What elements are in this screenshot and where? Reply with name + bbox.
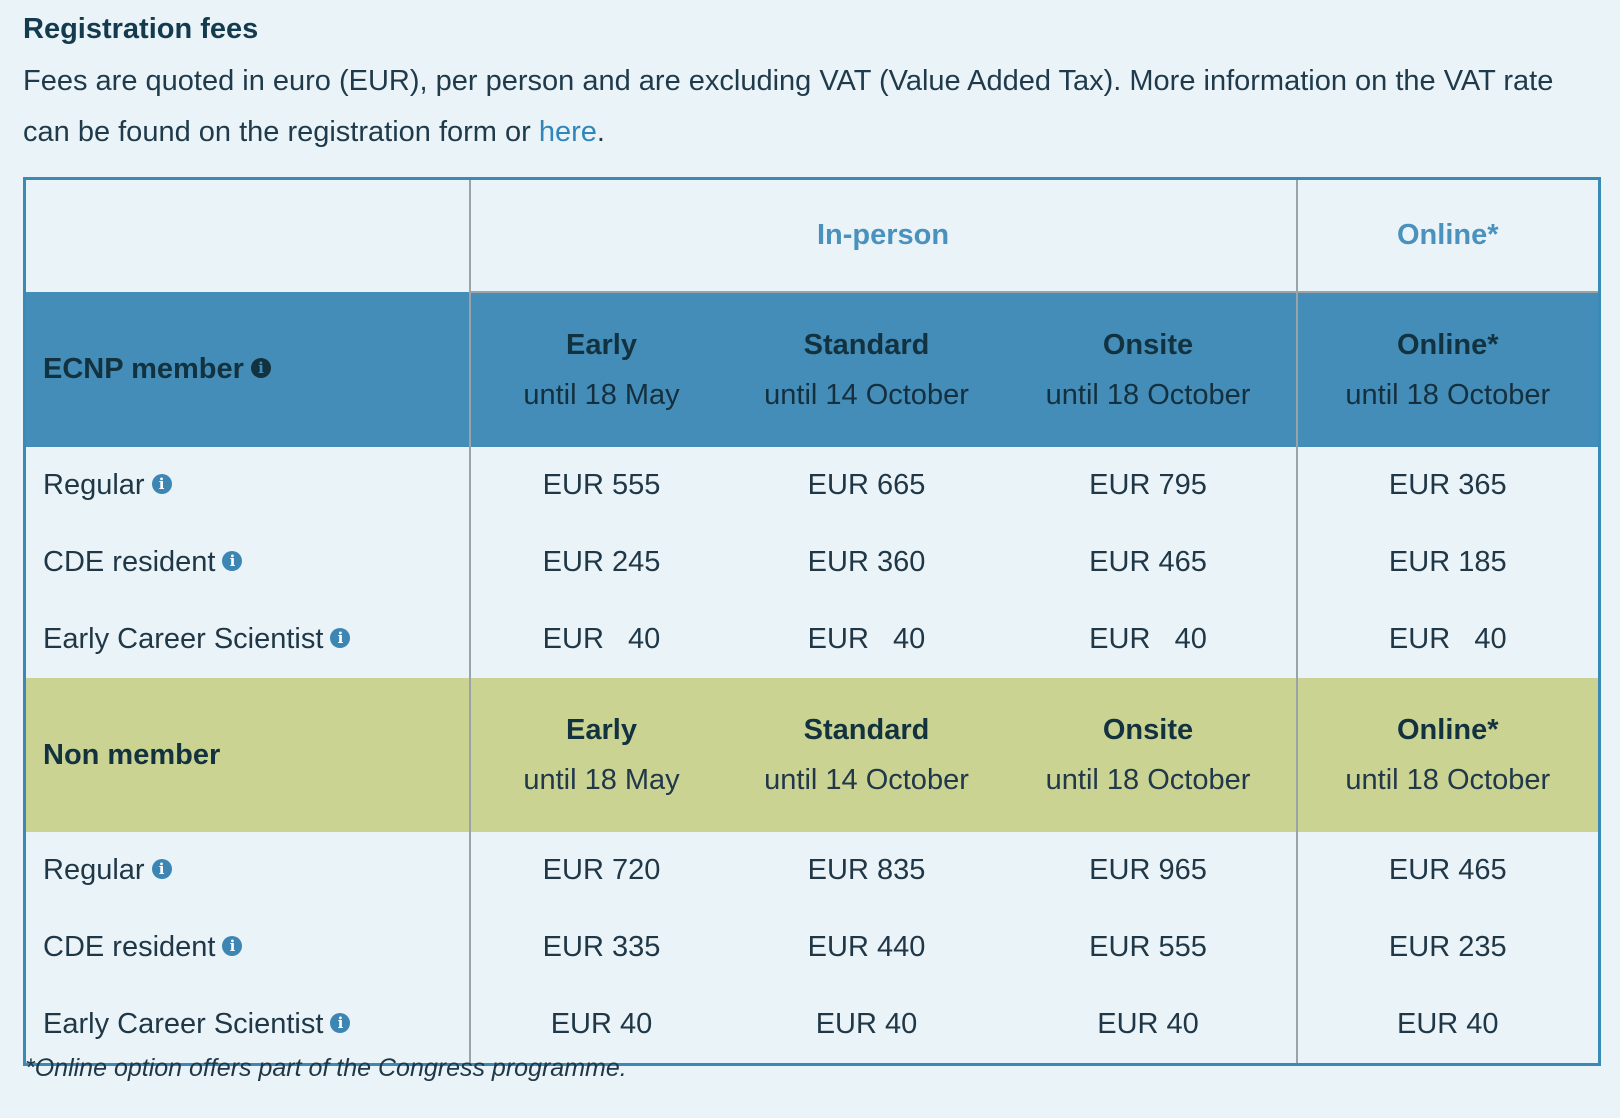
row-label: Early Career Scientist i: [25, 601, 470, 678]
fee-cell: EUR 40: [468, 601, 733, 678]
fee-cell: EUR 40: [815, 1008, 918, 1040]
period-early: Early until 18 May: [468, 292, 733, 447]
fee-cell: EUR 335: [468, 909, 733, 986]
ecnp-member-label: ECNP member i: [24, 292, 470, 447]
fee-cell: EUR 555: [468, 447, 733, 524]
period-early: Early until 18 May: [468, 678, 733, 832]
ecnp-header-row: ECNP member i Early until 18 May Standard u…: [24, 292, 1600, 447]
fee-cell: EUR 235: [1295, 909, 1600, 986]
fee-cell: EUR 40: [1089, 623, 1207, 655]
period-online: Online* until 18 October: [1295, 678, 1600, 832]
section-title: Registration fees: [23, 13, 259, 45]
table-row: Early Career Scientist i EUR 40 EUR 40 EU…: [25, 601, 1600, 678]
row-label: CDE resident i: [25, 909, 470, 986]
intro-paragraph: Fees are quoted in euro (EUR), per perso…: [23, 56, 1598, 158]
fee-cell: EUR 965: [1089, 854, 1207, 886]
fee-cell: EUR 465: [1295, 832, 1600, 909]
non-member-label: Non member: [24, 678, 470, 832]
intro-end: .: [596, 116, 605, 148]
row-label: Regular i: [25, 832, 470, 909]
fee-cell: EUR 665: [807, 469, 926, 501]
fee-cell: EUR 555: [1089, 931, 1207, 963]
fees-table: In-person Online* ECNP member i Early unti…: [23, 177, 1602, 1066]
info-icon[interactable]: i: [330, 1013, 351, 1034]
table-row: Regular i EUR 555 EUR 665 EUR 795 EUR 365: [25, 447, 1600, 524]
footnote: *Online option offers part of the Congre…: [25, 1054, 627, 1082]
period-onsite: Onsite until 18 October: [1000, 292, 1297, 447]
period-onsite: Onsite until 18 October: [1000, 678, 1297, 832]
info-icon[interactable]: i: [250, 358, 271, 379]
table-row: Early Career Scientist i EUR 40 EUR 40 EU…: [25, 986, 1600, 1065]
online-header: Online*: [1295, 178, 1600, 293]
registration-fees-section: Registration fees Fees are quoted in eur…: [23, 8, 1602, 1082]
period-online: Online* until 18 October: [1295, 292, 1600, 447]
fee-cell: EUR 245: [468, 524, 733, 601]
row-label: Early Career Scientist i: [25, 986, 470, 1065]
fee-cell: EUR 365: [1295, 447, 1600, 524]
info-icon[interactable]: i: [151, 859, 172, 880]
fee-cell: EUR 40: [468, 986, 733, 1065]
non-member-header-row: Non member Early until 18 May Standard unt…: [24, 678, 1600, 832]
empty-corner-cell: [25, 179, 470, 293]
fee-cell: EUR 40: [807, 623, 926, 655]
info-icon[interactable]: i: [330, 628, 351, 649]
intro-text: Fees are quoted in euro (EUR), per perso…: [23, 65, 1554, 148]
fee-cell: EUR 720: [468, 832, 733, 909]
period-standard: Standard until 14 October: [732, 292, 1001, 447]
fee-cell: EUR 40: [1295, 986, 1600, 1065]
table-row: Regular i EUR 720 EUR 835 EUR 965 EUR 465: [25, 832, 1600, 909]
info-icon[interactable]: i: [222, 936, 243, 957]
in-person-header: In-person: [468, 178, 1297, 293]
info-icon[interactable]: i: [151, 474, 172, 495]
table-row: CDE resident i EUR 245 EUR 360 EUR 465 EU…: [25, 524, 1600, 601]
vat-info-link[interactable]: here: [538, 116, 597, 148]
row-label: Regular i: [25, 447, 470, 524]
period-standard: Standard until 14 October: [732, 678, 1001, 832]
fee-cell: EUR 440: [807, 931, 926, 963]
fee-cell: EUR 40: [1097, 1008, 1199, 1040]
fee-cell: EUR 360: [807, 546, 926, 578]
group-header-row: In-person Online*: [25, 178, 1600, 293]
fee-cell: EUR 40: [1295, 601, 1600, 678]
fee-cell: EUR 185: [1295, 524, 1600, 601]
row-label: CDE resident i: [25, 524, 470, 601]
table-row: CDE resident i EUR 335 EUR 440 EUR 555 EU…: [25, 909, 1600, 986]
info-icon[interactable]: i: [222, 551, 243, 572]
fee-cell: EUR 795: [1089, 469, 1207, 501]
fee-cell: EUR 835: [807, 854, 926, 886]
fee-cell: EUR 465: [1089, 546, 1207, 578]
